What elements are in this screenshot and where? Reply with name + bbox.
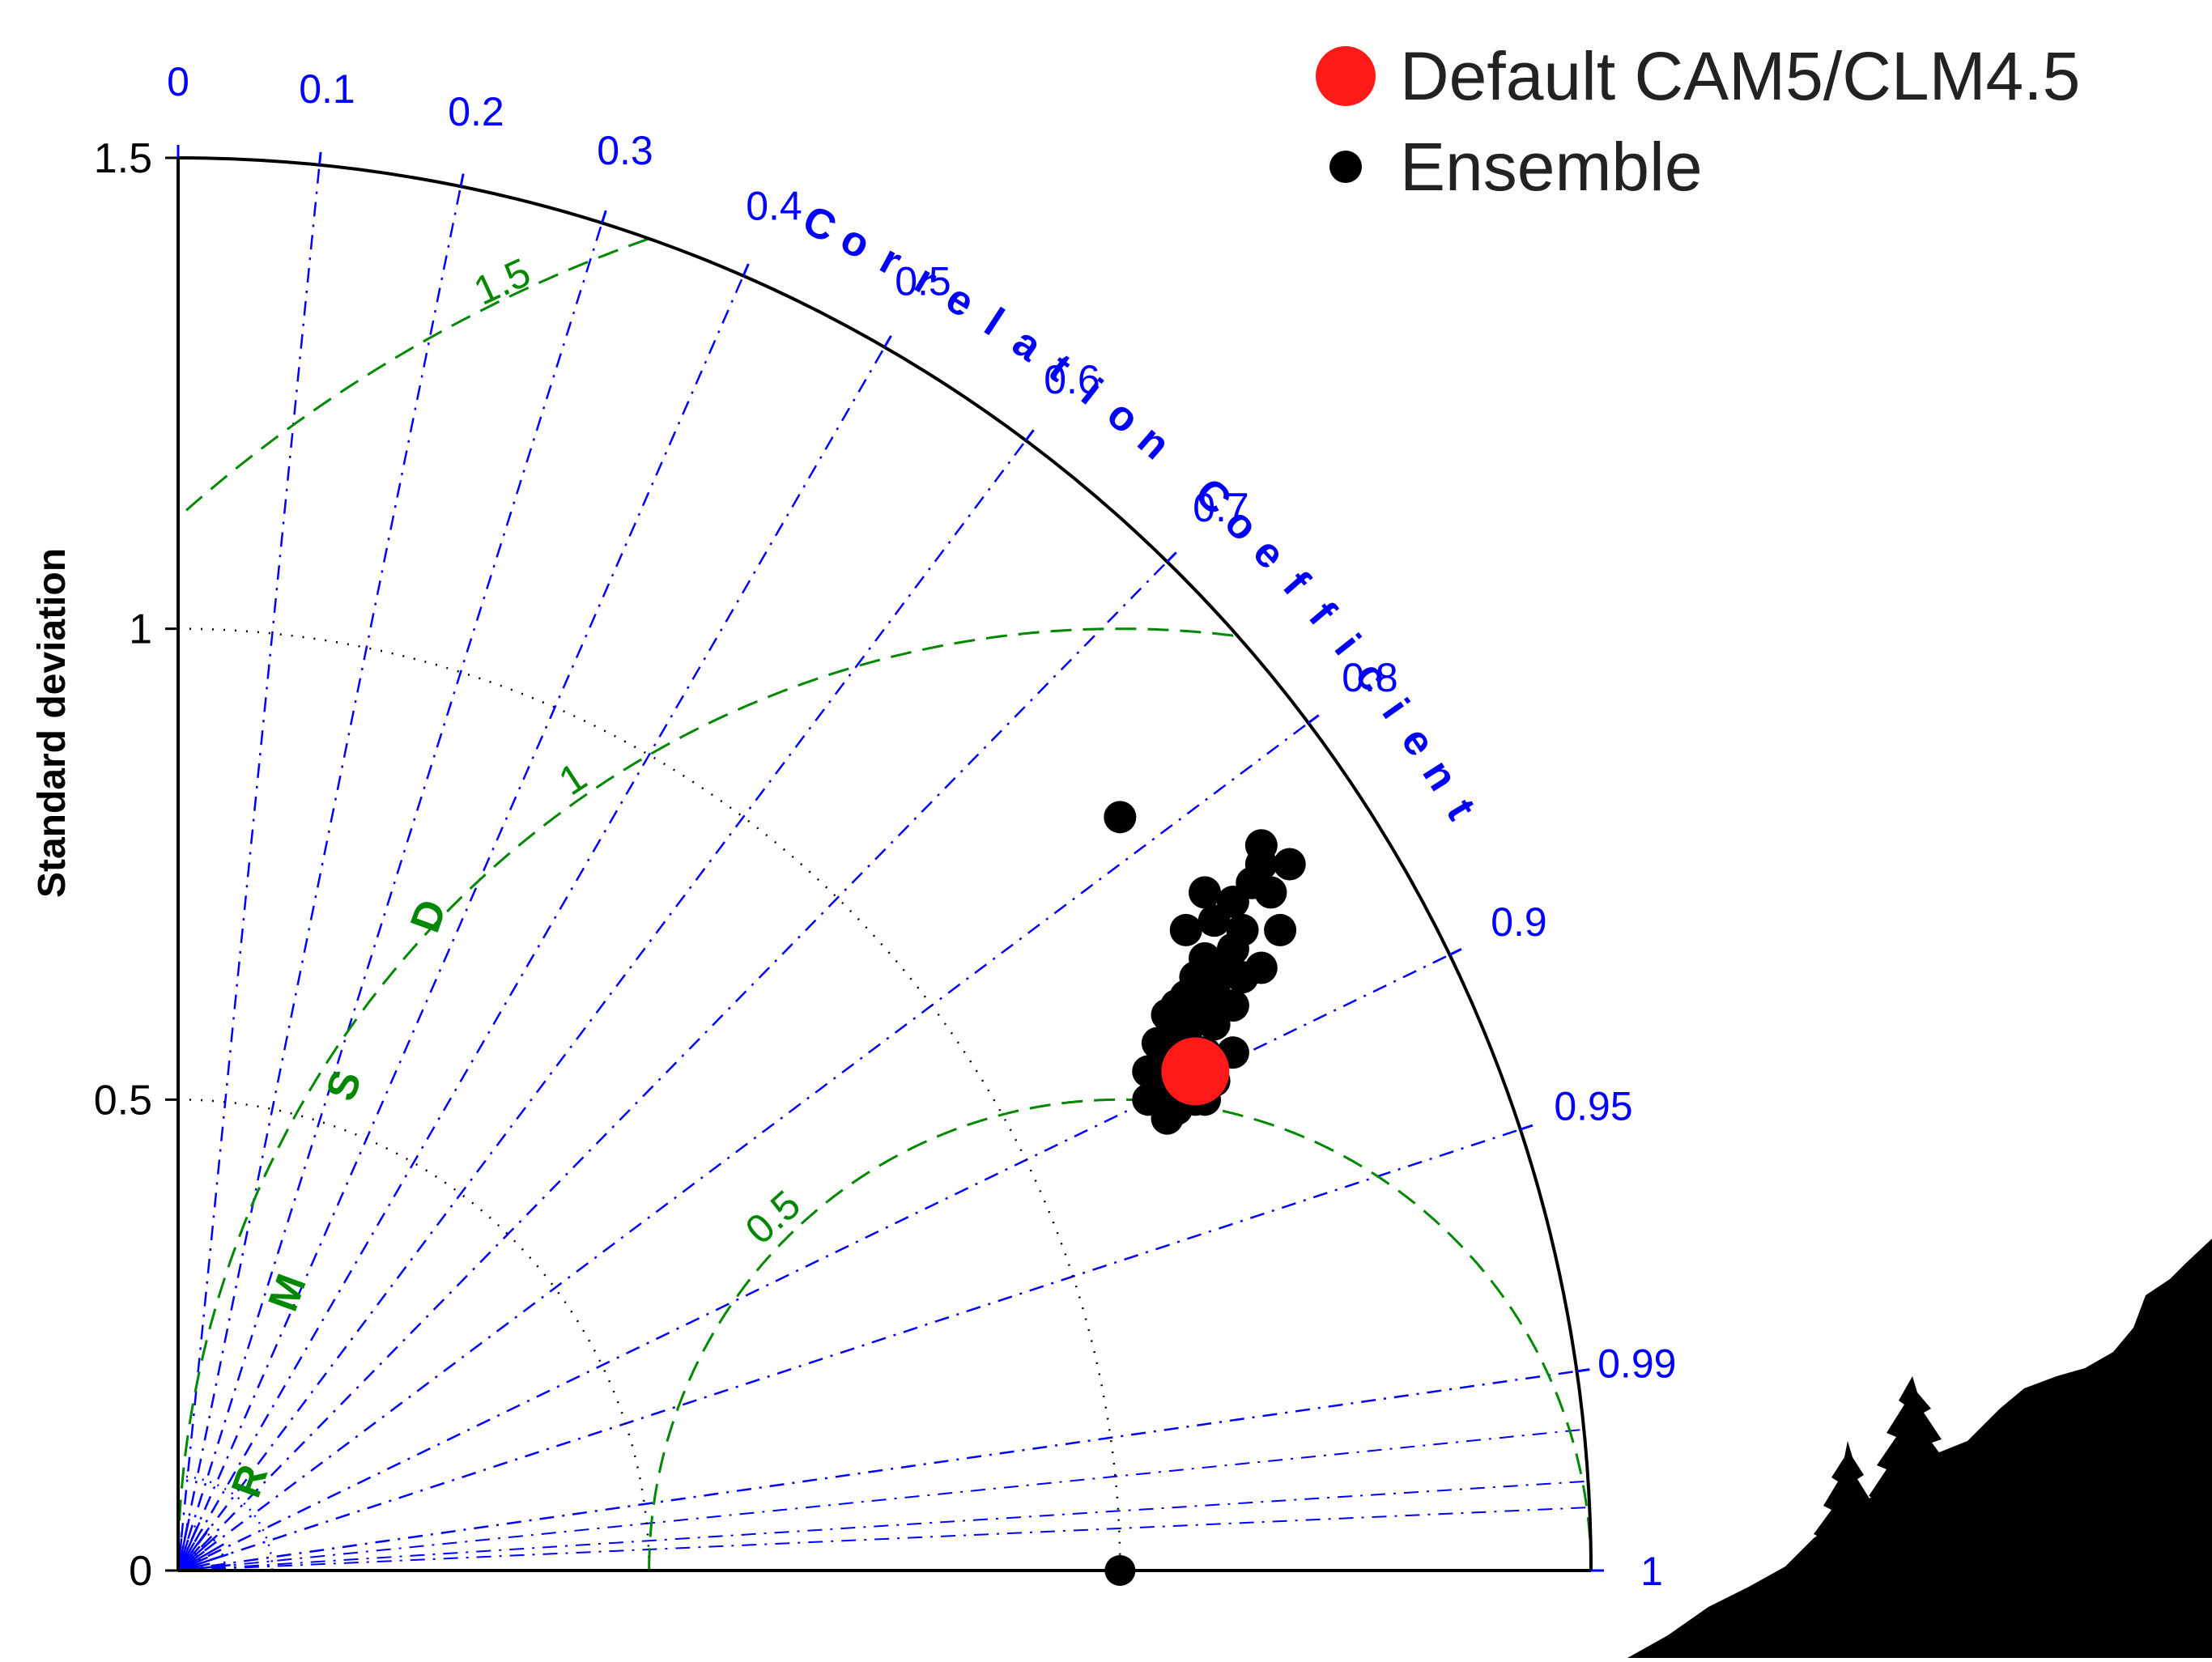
- legend-swatch-default: [1316, 46, 1376, 106]
- rmsd-arc-0.5: [648, 1098, 1593, 1571]
- correlation-tick-0.9: [1448, 948, 1462, 956]
- correlation-tick-0.1: [318, 151, 322, 165]
- correlation-tick-0.7: [1166, 551, 1177, 563]
- correlation-ray-0.7: [177, 560, 1168, 1571]
- correlation-ray-0.8: [177, 722, 1309, 1571]
- y-axis-title: Standard deviation: [31, 548, 74, 898]
- ensemble-point: [1264, 913, 1297, 946]
- correlation-ray-0.3: [177, 223, 603, 1571]
- rmsd-arc-1: [177, 627, 1234, 1571]
- correlation-ray-0.5: [177, 346, 886, 1571]
- outer-arc: [177, 156, 1593, 1571]
- correlation-tick-0.95: [1520, 1124, 1534, 1131]
- correlation-ray-0.99: [177, 1370, 1577, 1572]
- diagram-labels: 0 0.5 1 1.5 Standard deviation 0 0.1 0.2 0.3 0.4 0…: [31, 59, 1676, 1595]
- tree-right: [1862, 1376, 1963, 1530]
- correlation-tick-0.6: [1024, 429, 1035, 441]
- correlation-title-char: e: [1392, 719, 1444, 764]
- correlation-tick-label-0.95: 0.95: [1554, 1083, 1632, 1129]
- correlation-tick-0.8: [1308, 714, 1320, 725]
- correlation-tick-label-0: 0: [167, 59, 189, 104]
- correlation-ray-0.9: [177, 954, 1451, 1572]
- std-arc-small: [177, 1522, 227, 1571]
- std-arc-small: [177, 1475, 274, 1571]
- ensemble-point: [1151, 1102, 1184, 1135]
- ensemble-point: [1169, 913, 1202, 946]
- ensemble-point: [1189, 876, 1222, 909]
- diagram-points: [1104, 801, 1306, 1586]
- legend-item-default: Default CAM5/CLM4.5: [1316, 31, 2080, 121]
- correlation-tick-label-0.5: 0.5: [895, 259, 951, 304]
- y-tick-label-0.5: 0.5: [94, 1077, 152, 1124]
- hillside-silhouette: [1627, 1239, 2212, 1658]
- correlation-ray-0.1: [177, 164, 321, 1571]
- correlation-tick-label-0.1: 0.1: [299, 66, 355, 112]
- correlation-title-char: n: [1129, 416, 1179, 469]
- correlation-ray-0.4: [177, 275, 745, 1571]
- default-point: [1161, 1037, 1230, 1106]
- rmsd-tick-label-0.5: 0.5: [737, 1181, 809, 1252]
- correlation-title-char: C: [796, 197, 844, 253]
- legend-swatch-ensemble: [1329, 151, 1362, 183]
- y-tick-label-1: 1: [129, 606, 152, 653]
- correlation-tick-label-0.9: 0.9: [1491, 899, 1547, 945]
- y-tick-label-0: 0: [129, 1548, 152, 1595]
- rmsd-title-char: R: [223, 1459, 277, 1503]
- legend-label-ensemble: Ensemble: [1400, 128, 1703, 205]
- correlation-tick-label-0.99: 0.99: [1597, 1341, 1676, 1386]
- correlation-tick-label-0.6: 0.6: [1044, 357, 1100, 402]
- legend-swatch-ensemble-wrap: [1316, 137, 1376, 197]
- legend-item-ensemble: Ensemble: [1316, 121, 2080, 212]
- ensemble-point: [1197, 904, 1231, 937]
- correlation-title-char: e: [1244, 529, 1294, 579]
- correlation-title-char: l: [976, 300, 1012, 345]
- correlation-tick-label-0.4: 0.4: [746, 184, 802, 229]
- correlation-ray-0.2: [177, 186, 462, 1571]
- rmsd-tick-label-1.5: 1.5: [467, 249, 538, 314]
- correlation-tick-0.4: [742, 263, 750, 277]
- correlation-tick-0.3: [601, 210, 607, 223]
- correlation-ray-fine: [177, 1506, 1590, 1571]
- correlation-tick-label-0.3: 0.3: [597, 128, 653, 173]
- ensemble-point: [1273, 848, 1306, 881]
- correlation-title-char: o: [1098, 390, 1147, 443]
- tree-far: [1887, 1494, 1939, 1558]
- correlation-tick-label-1: 1: [1640, 1549, 1663, 1594]
- rmsd-tick-label-1: 1: [551, 754, 594, 804]
- reference-point: [1104, 1555, 1136, 1586]
- rmsd-title-char: S: [317, 1065, 371, 1107]
- correlation-tick-0.99: [1576, 1368, 1590, 1373]
- y-tick-label-1.5: 1.5: [94, 135, 152, 182]
- std-arc-1: [177, 627, 1121, 1571]
- correlation-title-char: t: [1437, 792, 1485, 828]
- ensemble-point: [1197, 1008, 1231, 1041]
- tree-left: [1802, 1441, 1891, 1587]
- correlation-ray-fine: [177, 1480, 1589, 1571]
- correlation-tick-label-0.7: 0.7: [1193, 485, 1249, 530]
- ensemble-point: [1104, 801, 1137, 834]
- landscape-silhouette: [1627, 1239, 2212, 1658]
- correlation-tick-label-0.2: 0.2: [448, 89, 504, 134]
- rmsd-arc-1.5: [179, 237, 649, 517]
- correlation-title-char: o: [833, 215, 878, 269]
- correlation-ray-0.95: [177, 1128, 1521, 1572]
- correlation-title-char: n: [1413, 752, 1466, 799]
- legend-label-default: Default CAM5/CLM4.5: [1400, 37, 2081, 114]
- correlation-tick-label-0.8: 0.8: [1342, 655, 1398, 700]
- legend: Default CAM5/CLM4.5 Ensemble: [1316, 31, 2080, 212]
- ensemble-point: [1226, 961, 1259, 994]
- correlation-title-char: f: [1300, 593, 1345, 635]
- correlation-tick-0.5: [883, 335, 892, 348]
- correlation-ray-fine: [177, 1428, 1585, 1571]
- diagram-grid: [165, 145, 1604, 1572]
- correlation-tick-0.2: [459, 173, 465, 187]
- correlation-title-char: f: [1274, 563, 1318, 605]
- rmsd-title-char: D: [402, 894, 456, 938]
- correlation-ray-0.6: [177, 440, 1027, 1571]
